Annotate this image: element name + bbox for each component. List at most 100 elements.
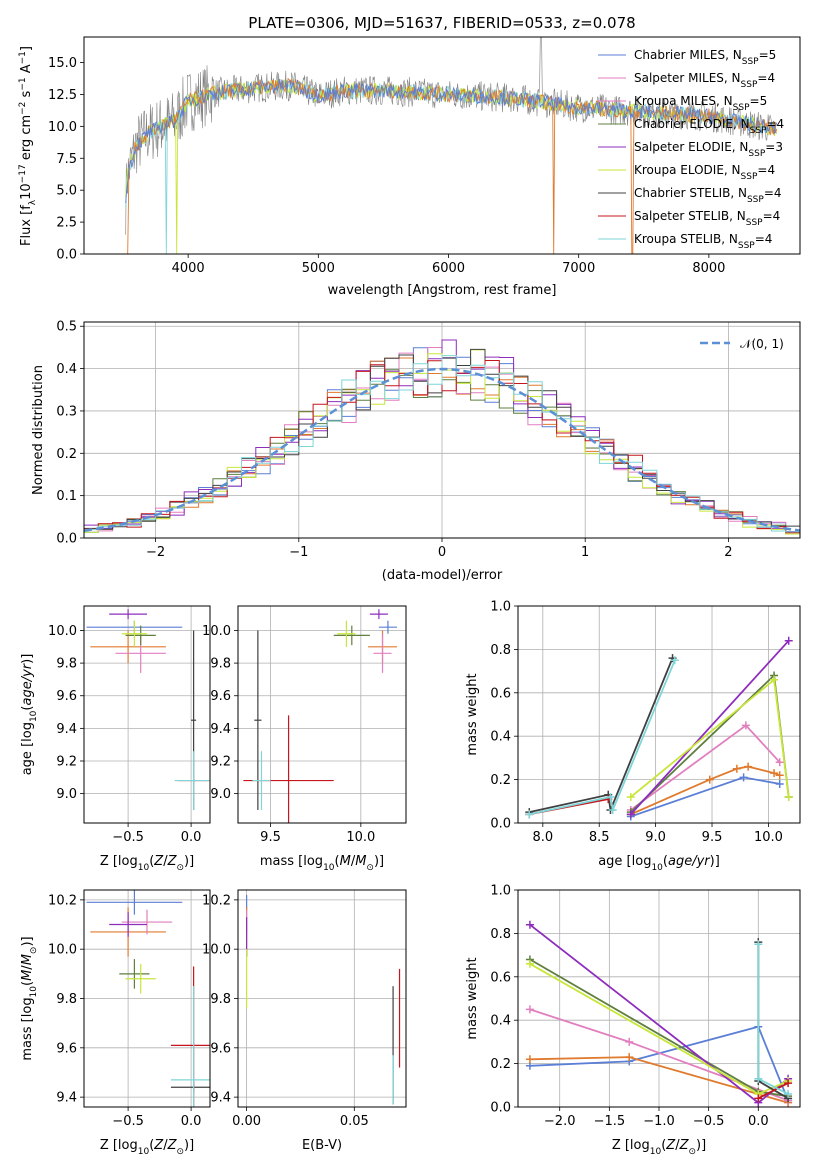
x-tick-label: 10.0 bbox=[754, 830, 783, 845]
x-axis-label: mass [log10(M/M⊙)] bbox=[260, 854, 384, 873]
chart-0: 4000 5000 6000 7000 8000 0.0 2.5 5.0 7.5 10.0 12.5… bbox=[18, 36, 801, 298]
legend-label: Chabrier MILES, NSSP=5 bbox=[634, 48, 776, 67]
y-tick-label: 9.0 bbox=[210, 787, 231, 802]
axes-frame bbox=[237, 889, 407, 1108]
series-marker bbox=[625, 1053, 634, 1062]
y-tick-label: 12.5 bbox=[48, 88, 77, 103]
y-tick-label: 0.8 bbox=[490, 643, 511, 658]
series-marker bbox=[784, 1089, 793, 1098]
series-line bbox=[630, 724, 781, 811]
chart-title: PLATE=0306, MJD=51637, FIBERID=0533, z=0… bbox=[248, 14, 635, 32]
y-axis-label: mass weight bbox=[465, 673, 480, 755]
chart-6: 0.00 0.05 9.4 9.6 9.8 10.0 10.2 E(B-V) bbox=[202, 889, 407, 1153]
series-marker bbox=[525, 1005, 534, 1014]
series-marker bbox=[770, 769, 779, 778]
x-tick-label: 10.0 bbox=[346, 830, 375, 845]
series-marker bbox=[525, 959, 534, 968]
plot-area bbox=[525, 636, 793, 821]
series-marker bbox=[739, 773, 748, 782]
y-axis-label: mass [log10(M/M⊙)] bbox=[20, 936, 39, 1060]
x-tick-label: −0.5 bbox=[112, 830, 144, 845]
series-line bbox=[757, 1082, 789, 1100]
plot-area bbox=[84, 339, 800, 535]
series-marker bbox=[625, 1037, 634, 1046]
series-marker bbox=[784, 636, 793, 645]
series-marker bbox=[754, 1074, 763, 1083]
x-axis-label: Z [log10(Z/Z⊙)] bbox=[100, 854, 194, 873]
series-marker bbox=[626, 792, 635, 801]
plot-area bbox=[246, 894, 401, 1105]
y-tick-label: 9.4 bbox=[210, 722, 231, 737]
series-marker bbox=[775, 779, 784, 788]
x-tick-label: 0.0 bbox=[748, 1114, 769, 1129]
chart-7: −2.0 −1.5 −1.0 −0.5 0.0 0.0 0.2 0.4 0.6 0.8 1.0 Z [… bbox=[465, 884, 801, 1157]
y-tick-label: 10.2 bbox=[202, 893, 231, 908]
series-marker bbox=[770, 675, 779, 684]
y-tick-label: 1.0 bbox=[490, 884, 511, 899]
series-marker bbox=[705, 775, 714, 784]
y-tick-label: 15.0 bbox=[48, 56, 77, 71]
chart-5: −0.5 0.0 9.4 9.6 9.8 10.0 10.2 Z [log10(Z/Z⊙)] m… bbox=[20, 889, 211, 1157]
y-tick-label: 9.6 bbox=[56, 689, 77, 704]
legend-label: Kroupa ELODIE, NSSP=4 bbox=[634, 163, 775, 182]
x-tick-label: 8.0 bbox=[532, 830, 553, 845]
series-marker bbox=[608, 805, 617, 814]
y-tick-label: 0.2 bbox=[56, 447, 77, 462]
x-tick-label: 0.0 bbox=[181, 1114, 202, 1129]
x-tick-label: −2.0 bbox=[544, 1114, 576, 1129]
y-tick-label: 9.6 bbox=[210, 1041, 231, 1056]
x-tick-label: 8000 bbox=[692, 261, 725, 276]
legend-label: Chabrier STELIB, NSSP=4 bbox=[634, 186, 782, 205]
plot-area bbox=[125, 37, 778, 254]
plot-area bbox=[243, 609, 397, 823]
plot-area bbox=[525, 920, 793, 1107]
y-tick-label: 9.8 bbox=[210, 657, 231, 672]
y-tick-label: 0.5 bbox=[56, 320, 77, 335]
y-tick-label: 0.0 bbox=[56, 248, 77, 263]
axes-frame bbox=[83, 889, 211, 1108]
legend-label: Kroupa STELIB, NSSP=4 bbox=[634, 232, 772, 251]
y-tick-label: 9.8 bbox=[210, 992, 231, 1007]
series-marker bbox=[606, 792, 615, 801]
y-tick-label: 7.5 bbox=[56, 152, 77, 167]
y-axis-label: Normed distribution bbox=[31, 365, 46, 495]
series-marker bbox=[784, 1079, 793, 1088]
x-tick-label: 0.00 bbox=[232, 1114, 261, 1129]
series-marker bbox=[775, 771, 784, 780]
series-line bbox=[757, 944, 789, 1095]
x-axis-label: wavelength [Angstrom, rest frame] bbox=[328, 283, 557, 298]
series-marker bbox=[741, 721, 750, 730]
y-tick-label: 9.4 bbox=[210, 1091, 231, 1106]
legend-label: Salpeter MILES, NSSP=4 bbox=[634, 71, 775, 90]
plot-area bbox=[86, 609, 210, 810]
series-line bbox=[529, 657, 674, 814]
y-tick-label: 10.0 bbox=[202, 943, 231, 958]
y-tick-label: 0.0 bbox=[490, 817, 511, 832]
x-tick-label: 5000 bbox=[302, 261, 335, 276]
y-tick-label: 0.4 bbox=[56, 362, 77, 377]
x-tick-label: 9.5 bbox=[260, 830, 281, 845]
series-marker bbox=[754, 1094, 763, 1103]
chart-3: 9.5 10.0 9.0 9.2 9.4 9.6 9.8 10.0 mass [log10(M/… bbox=[202, 605, 407, 873]
series-marker bbox=[525, 920, 534, 929]
y-tick-label: 9.6 bbox=[56, 1041, 77, 1056]
x-tick-label: 6000 bbox=[432, 261, 465, 276]
axes-frame bbox=[83, 321, 801, 539]
x-axis-label: age [log10(age/yr)] bbox=[598, 854, 720, 873]
y-axis-label: mass weight bbox=[465, 957, 480, 1039]
y-tick-label: 10.0 bbox=[48, 120, 77, 135]
legend: 𝒩(0, 1) bbox=[700, 337, 784, 351]
y-tick-label: 0.8 bbox=[490, 927, 511, 942]
y-tick-label: 9.2 bbox=[56, 755, 77, 770]
y-tick-label: 0.3 bbox=[56, 404, 77, 419]
y-tick-label: 0.6 bbox=[490, 970, 511, 985]
x-tick-label: −1.5 bbox=[594, 1114, 626, 1129]
y-tick-label: 9.8 bbox=[56, 992, 77, 1007]
y-tick-label: 0.4 bbox=[490, 730, 511, 745]
x-tick-label: 2 bbox=[724, 545, 732, 560]
x-tick-label: 9.5 bbox=[702, 830, 723, 845]
plot-area bbox=[86, 890, 210, 1107]
spectrum-line bbox=[125, 37, 777, 235]
y-tick-label: 9.0 bbox=[56, 787, 77, 802]
x-tick-label: 0 bbox=[438, 545, 446, 560]
